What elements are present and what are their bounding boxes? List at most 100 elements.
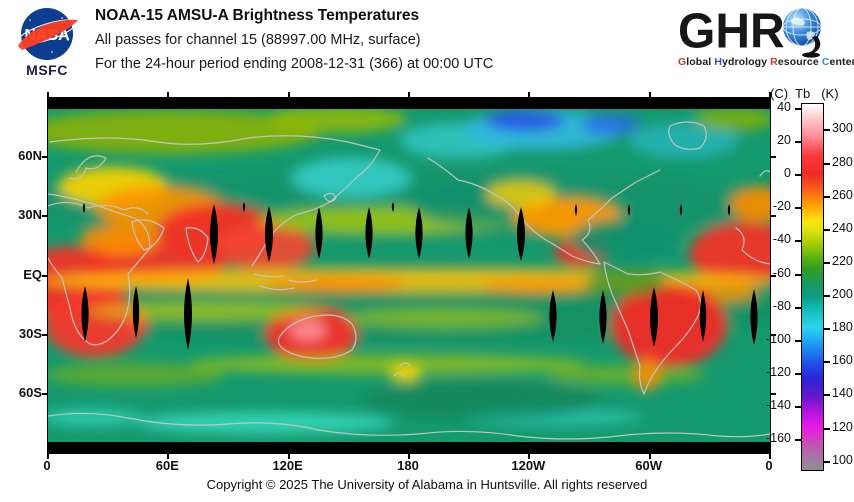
celsius-tick	[795, 207, 801, 210]
x-axis-tick-top	[648, 92, 651, 97]
x-axis-label: 120E	[272, 458, 303, 473]
y-axis-tick	[42, 156, 47, 159]
celsius-tick	[795, 406, 801, 409]
kelvin-tick-label: 100	[832, 452, 853, 467]
temperature-field	[48, 105, 770, 434]
x-axis-tick-top	[47, 92, 49, 97]
kelvin-tick	[824, 162, 830, 165]
kelvin-tick-label: 200	[832, 287, 853, 302]
kelvin-tick	[824, 295, 830, 298]
x-axis-label: 0	[765, 458, 773, 473]
x-axis-tick	[408, 454, 410, 459]
celsius-tick	[795, 306, 801, 309]
ghrc-subtitle-part: H	[714, 56, 722, 68]
x-axis-tick-top	[528, 92, 531, 97]
colorbar-header: (C) Tb (K)	[770, 86, 839, 101]
kelvin-tick	[824, 394, 830, 397]
colorbar-celsius-label: (C)	[770, 86, 789, 101]
ghrc-subtitle-part: C	[821, 56, 830, 68]
x-axis-tick	[287, 454, 290, 459]
x-axis-label: 180	[397, 458, 419, 473]
x-axis-label: 0	[43, 458, 51, 473]
celsius-tick	[795, 273, 801, 276]
x-axis-tick	[167, 454, 170, 459]
data-gap-lenses	[81, 202, 758, 350]
kelvin-tick	[824, 328, 830, 331]
north-polar-gap	[48, 98, 770, 110]
y-axis-tick-right	[771, 156, 776, 159]
x-axis-label: 120W	[511, 458, 546, 473]
celsius-tick	[795, 141, 801, 144]
ghrc-subtitle-part: R	[770, 56, 778, 68]
kelvin-tick	[824, 195, 830, 198]
x-axis-tick	[528, 454, 531, 459]
page-title: NOAA-15 AMSU-A Brightness Temperatures	[95, 7, 420, 24]
kelvin-tick-label: 160	[832, 353, 853, 368]
y-axis-tick-right	[771, 274, 776, 277]
ghrc-subtitle-part: esource	[777, 56, 822, 68]
y-axis-label: 60N	[18, 148, 42, 164]
x-axis-tick-top	[167, 92, 170, 97]
celsius-tick-label: 40	[777, 99, 791, 114]
y-axis-tick	[42, 392, 47, 395]
ghrc-subtitle: Global Hydrology Resource Center	[678, 56, 854, 68]
kelvin-tick	[824, 460, 830, 463]
kelvin-tick-label: 300	[832, 121, 853, 136]
y-axis-label: EQ	[23, 266, 42, 282]
celsius-tick-label: -40	[772, 232, 791, 247]
celsius-tick-label: -20	[772, 199, 791, 214]
ghrc-logo: GHR	[678, 6, 854, 68]
kelvin-tick	[824, 361, 830, 364]
kelvin-tick-label: 260	[832, 187, 853, 202]
x-axis-tick	[47, 454, 49, 459]
x-axis-tick-top	[408, 92, 410, 97]
south-polar-gap	[48, 441, 770, 453]
y-axis-tick-right	[771, 333, 776, 336]
kelvin-tick	[824, 129, 830, 132]
y-axis-tick-right	[771, 392, 776, 395]
ghrc-subtitle-part: G	[678, 56, 687, 68]
y-axis-label: 60S	[18, 384, 42, 400]
colorbar	[801, 103, 824, 471]
kelvin-tick-label: 120	[832, 419, 853, 434]
kelvin-tick-label: 220	[832, 253, 853, 268]
kelvin-tick	[824, 261, 830, 264]
y-axis-tick-right	[771, 215, 776, 218]
kelvin-tick-label: 140	[832, 386, 853, 401]
msfc-label: MSFC	[26, 62, 68, 78]
brightness-temperature-map	[48, 98, 770, 453]
celsius-tick-label: -160	[765, 431, 791, 446]
x-axis-label: 60W	[635, 458, 662, 473]
kelvin-tick	[824, 427, 830, 430]
y-axis-label: 30S	[18, 325, 42, 341]
celsius-tick	[795, 107, 801, 110]
colorbar-kelvin-label: (K)	[821, 86, 839, 101]
nasa-logo: NASA	[17, 8, 78, 60]
ghrc-subtitle-part: enter	[829, 56, 854, 68]
celsius-tick-label: -80	[772, 298, 791, 313]
y-axis-tick	[42, 333, 47, 336]
celsius-tick	[795, 339, 801, 342]
ghrc-globe-icon	[782, 7, 822, 58]
celsius-tick	[795, 240, 801, 243]
celsius-tick-label: 0	[784, 166, 791, 181]
colorbar-tb-label: Tb	[795, 86, 811, 101]
nasa-swoosh	[18, 19, 78, 50]
x-axis-label: 60E	[155, 458, 179, 473]
y-axis-label: 30N	[18, 207, 42, 223]
x-axis-tick	[648, 454, 651, 459]
subtitle-period: For the 24-hour period ending 2008-12-31…	[95, 56, 494, 73]
x-axis-tick	[769, 454, 771, 459]
kelvin-tick-label: 180	[832, 320, 853, 335]
x-axis-tick-top	[287, 92, 290, 97]
x-axis-tick-top	[769, 92, 771, 97]
y-axis-tick	[42, 215, 47, 218]
celsius-tick-label: -100	[765, 331, 791, 346]
kelvin-tick	[824, 228, 830, 231]
coastlines	[48, 121, 770, 440]
celsius-tick-label: -120	[765, 364, 791, 379]
ghrc-subtitle-part: ydrology	[722, 56, 771, 68]
celsius-tick-label: -140	[765, 398, 791, 413]
celsius-tick-label: -60	[772, 265, 791, 280]
